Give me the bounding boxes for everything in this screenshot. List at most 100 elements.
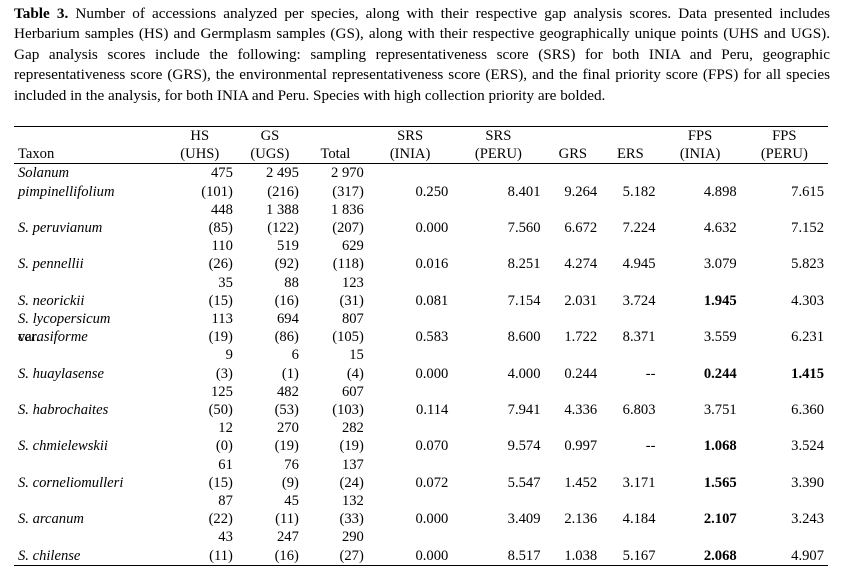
srs-inia-cell: 0.070 xyxy=(415,438,449,455)
hs-cell: 113 (19) xyxy=(208,311,233,346)
srs-peru-cell: 8.600 xyxy=(507,329,541,346)
fps-inia-cell: 0.244 xyxy=(703,365,737,382)
fps-peru-cell: 3.524 xyxy=(791,438,824,455)
fps-peru-cell: 4.907 xyxy=(740,528,828,566)
fps-inia-cell: 1.068 xyxy=(703,438,737,455)
taxon-cell: S. lycopersicum var. cerasiforme xyxy=(18,311,111,346)
grs-cell: 0.244 xyxy=(564,365,598,382)
header-fps-peru: FPS (PERU) xyxy=(740,125,828,165)
total-cell: 607 (103) xyxy=(332,383,364,419)
ers-cell: 3.171 xyxy=(622,474,656,491)
gs-cell: 270 (19) xyxy=(274,420,299,455)
gs-cell: 247 (16) xyxy=(236,528,303,566)
srs-peru-cell: 4.000 xyxy=(507,365,541,382)
header-total: Total xyxy=(302,125,368,165)
total-cell: 282 (19) xyxy=(339,420,364,455)
hs-cell: 61 (15) xyxy=(208,456,233,491)
fps-inia-cell: 4.898 xyxy=(703,183,737,200)
srs-peru-cell: 3.409 xyxy=(507,511,541,528)
header-srs-inia: SRS (INIA) xyxy=(367,125,453,165)
gs-cell: 694 (86) xyxy=(274,311,299,346)
fps-peru-cell: 6.231 xyxy=(791,329,824,346)
grs-cell: 2.136 xyxy=(564,511,598,528)
srs-peru-cell: 7.154 xyxy=(507,292,541,309)
fps-inia-cell: 2.107 xyxy=(703,511,737,528)
srs-inia-cell: 0.000 xyxy=(367,528,453,566)
ers-cell: 4.945 xyxy=(622,256,656,273)
grs-cell: 0.997 xyxy=(564,438,598,455)
grs-cell: 9.264 xyxy=(564,183,598,200)
fps-inia-cell: 4.632 xyxy=(703,220,737,236)
grs-cell: 2.031 xyxy=(564,292,598,309)
srs-peru-cell: 5.547 xyxy=(507,474,541,491)
table-row: S. pennellii 110 (26) 519 (92) 629 (118) 0.016 8… xyxy=(14,237,828,273)
taxon-cell: S. peruvianum xyxy=(18,220,103,236)
fps-peru-cell: 7.152 xyxy=(791,220,824,236)
srs-peru-cell: 8.401 xyxy=(507,183,541,200)
total-cell: 15 (4) xyxy=(346,347,364,382)
total-cell: 1 836 (207) xyxy=(331,201,364,237)
fps-inia-cell: 2.068 xyxy=(659,528,741,566)
ers-cell: -- xyxy=(645,438,656,455)
hs-cell: 35 (15) xyxy=(208,274,233,309)
ers-cell: 4.184 xyxy=(622,511,656,528)
table-row: S. lycopersicum var. cerasiforme 113 (19) 69… xyxy=(14,310,828,346)
hs-cell: 475 (101) xyxy=(201,165,233,200)
header-grs: GRS xyxy=(544,125,602,165)
table-row: S. habrochaites 125 (50) 482 (53) 607 (103) 0.1… xyxy=(14,383,828,419)
taxon-cell: S. huaylasense xyxy=(18,365,104,382)
fps-peru-cell: 1.415 xyxy=(791,365,824,382)
srs-inia-cell: 0.000 xyxy=(415,220,449,236)
grs-cell: 1.452 xyxy=(564,474,598,491)
srs-peru-cell: 8.251 xyxy=(507,256,541,273)
taxon-cell: S. corneliomulleri xyxy=(18,474,124,491)
taxon-cell: S. pennellii xyxy=(18,256,84,273)
hs-cell: 9 (3) xyxy=(215,347,233,382)
srs-inia-cell: 0.000 xyxy=(415,365,449,382)
taxon-cell: Solanum pimpinellifolium xyxy=(18,165,115,200)
fps-peru-cell: 3.243 xyxy=(791,511,824,528)
table-row: S. corneliomulleri 61 (15) 76 (9) 137 (24) 0.07… xyxy=(14,456,828,492)
fps-peru-cell: 4.303 xyxy=(791,292,824,309)
gs-cell: 2 495 (216) xyxy=(266,165,299,200)
fps-inia-cell: 3.751 xyxy=(703,402,737,419)
ers-cell: 8.371 xyxy=(622,329,656,346)
ers-cell: 5.167 xyxy=(601,528,660,566)
srs-peru-cell: 7.560 xyxy=(507,220,541,236)
header-fps-inia: FPS (INIA) xyxy=(659,125,741,165)
taxon-cell: S. arcanum xyxy=(18,511,84,528)
ers-cell: -- xyxy=(645,365,656,382)
srs-inia-cell: 0.250 xyxy=(415,183,449,200)
total-cell: 123 (31) xyxy=(339,274,364,309)
grs-cell: 6.672 xyxy=(564,220,598,236)
hs-cell: 43 (11) xyxy=(162,528,237,566)
srs-inia-cell: 0.114 xyxy=(416,402,449,419)
taxon-cell: S. chilense xyxy=(14,528,163,566)
grs-cell: 1.038 xyxy=(544,528,602,566)
fps-peru-cell: 6.360 xyxy=(791,402,824,419)
gs-cell: 482 (53) xyxy=(274,383,299,419)
total-cell: 2 970 (317) xyxy=(331,165,364,200)
gs-cell: 1 388 (122) xyxy=(266,201,299,237)
ers-cell: 6.803 xyxy=(622,402,656,419)
grs-cell: 1.722 xyxy=(564,329,598,346)
ers-cell: 5.182 xyxy=(622,183,656,200)
total-cell: 629 (118) xyxy=(332,238,364,273)
table-row: S. huaylasense 9 (3) 6 (1) 15 (4) 0.000 4.000 0.2… xyxy=(14,346,828,382)
header-ers: ERS xyxy=(601,125,660,165)
fps-inia-cell: 3.559 xyxy=(703,329,737,346)
srs-peru-cell: 7.941 xyxy=(507,402,541,419)
total-cell: 290 (27) xyxy=(302,528,368,566)
header-hs: HS (UHS) xyxy=(162,125,237,165)
gs-cell: 88 (16) xyxy=(274,274,299,309)
hs-cell: 87 (22) xyxy=(208,493,233,528)
fps-peru-cell: 7.615 xyxy=(791,183,824,200)
header-gs: GS (UGS) xyxy=(236,125,303,165)
fps-peru-cell: 5.823 xyxy=(791,256,824,273)
hs-cell: 125 (50) xyxy=(208,383,233,419)
table-row: Solanum pimpinellifolium 475 (101) 2 495 (216… xyxy=(14,164,828,201)
srs-inia-cell: 0.000 xyxy=(415,511,449,528)
header-taxon: Taxon xyxy=(14,125,163,165)
header-row: Taxon HS (UHS) GS (UGS) Total SRS (INIA) SR… xyxy=(14,125,828,165)
